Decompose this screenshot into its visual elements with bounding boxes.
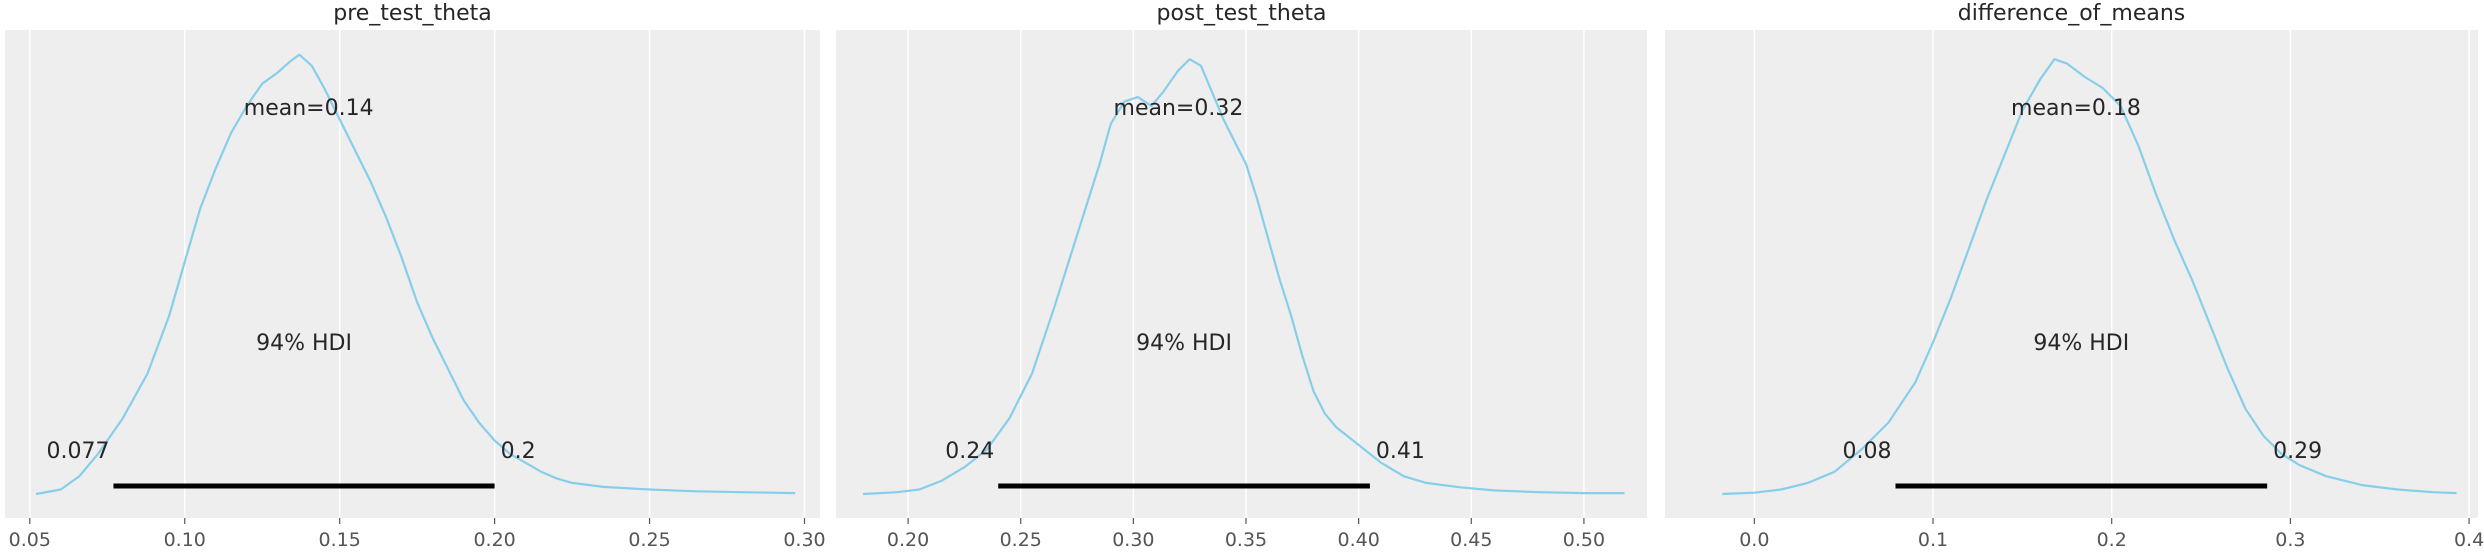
hdi-lower-label: 0.24: [945, 439, 994, 464]
plot-area: [5, 30, 820, 518]
mean-label: mean=0.14: [244, 96, 374, 121]
x-tick-label: 0.30: [783, 529, 825, 551]
x-tick-label: 0.0: [1739, 529, 1769, 551]
subplot-pre_test_theta: 0.05 0.10 0.15 0.20 0.25 0.30 pre_test_thetame…: [5, 1, 826, 551]
plot-area: [836, 30, 1647, 518]
x-tick-label: 0.30: [1112, 529, 1154, 551]
density-curve: [1722, 58, 2457, 496]
hdi-label: 94% HDI: [2033, 331, 2129, 356]
x-tick-label: 0.1: [1918, 529, 1948, 551]
x-tick-label: 0.05: [9, 529, 51, 551]
hdi-upper-label: 0.41: [1376, 439, 1425, 464]
subplot-title: post_test_theta: [1157, 1, 1327, 26]
x-tick-label: 0.3: [2275, 529, 2305, 551]
hdi-label: 94% HDI: [1136, 331, 1232, 356]
subplot-post_test_theta: 0.20 0.25 0.30 0.35 0.40 0.45 0.50 post_test_th…: [836, 1, 1647, 551]
x-tick-label: 0.4: [2454, 529, 2484, 551]
subplot-title: pre_test_theta: [333, 1, 492, 26]
mean-label: mean=0.32: [1114, 96, 1244, 121]
x-tick-label: 0.20: [473, 529, 515, 551]
subplot-title: difference_of_means: [1958, 1, 2186, 26]
x-tick-label: 0.25: [628, 529, 670, 551]
x-tick-label: 0.50: [1563, 529, 1605, 551]
x-tick-label: 0.10: [164, 529, 206, 551]
x-tick-label: 0.45: [1450, 529, 1492, 551]
hdi-lower-label: 0.077: [46, 439, 109, 464]
hdi-lower-label: 0.08: [1843, 439, 1892, 464]
hdi-label: 94% HDI: [256, 331, 352, 356]
x-tick-label: 0.35: [1225, 529, 1267, 551]
hdi-upper-label: 0.2: [501, 439, 536, 464]
x-tick-label: 0.2: [2097, 529, 2127, 551]
x-tick-label: 0.40: [1337, 529, 1379, 551]
density-curve: [35, 53, 796, 496]
mean-label: mean=0.18: [2011, 96, 2141, 121]
x-tick-label: 0.25: [1000, 529, 1042, 551]
x-tick-label: 0.20: [887, 529, 929, 551]
hdi-upper-label: 0.29: [2273, 439, 2322, 464]
x-tick-label: 0.15: [319, 529, 361, 551]
plot-area: [1665, 30, 2478, 518]
subplot-difference_of_means: 0.0 0.1 0.2 0.3 0.4 difference_of_means mean=0…: [1665, 1, 2484, 551]
density-curve: [862, 58, 1625, 496]
